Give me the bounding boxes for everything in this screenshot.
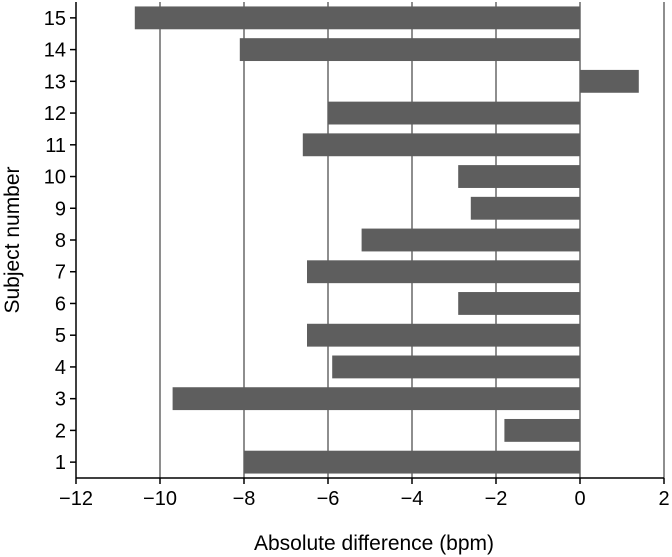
bar-subject-7 xyxy=(307,260,580,284)
x-tick-label-4: −4 xyxy=(401,488,424,510)
y-tick-label-8: 8 xyxy=(55,230,66,252)
x-tick-label-2: −8 xyxy=(233,488,256,510)
bar-subject-3 xyxy=(172,387,580,411)
y-tick-label-9: 9 xyxy=(55,198,66,220)
y-tick-label-6: 6 xyxy=(55,293,66,315)
y-tick-label-7: 7 xyxy=(55,262,66,284)
y-tick-label-3: 3 xyxy=(55,389,66,411)
bar-subject-11 xyxy=(302,133,580,157)
y-tick-label-13: 13 xyxy=(44,71,66,93)
y-tick-label-14: 14 xyxy=(44,40,66,62)
bar-subject-15 xyxy=(134,6,581,30)
bar-subject-4 xyxy=(332,355,580,379)
x-tick-labels: −12 −10 −8 −6 −4 −2 0 2 xyxy=(59,478,670,510)
bar-subject-1 xyxy=(244,450,580,474)
x-axis-label: Absolute difference (bpm) xyxy=(254,532,494,555)
y-tick-label-4: 4 xyxy=(55,357,66,379)
y-axis-label: Subject number xyxy=(1,166,24,313)
y-tick-label-2: 2 xyxy=(55,420,66,442)
x-tick-label-7: 2 xyxy=(658,488,669,510)
bar-subject-13 xyxy=(580,69,639,93)
bar-subject-14 xyxy=(239,38,581,62)
x-tick-label-5: −2 xyxy=(485,488,508,510)
bar-subject-6 xyxy=(458,292,580,315)
y-tick-label-5: 5 xyxy=(55,325,66,347)
y-tick-label-10: 10 xyxy=(44,167,66,189)
x-tick-label-6: 0 xyxy=(574,488,585,510)
bar-subject-10 xyxy=(458,165,580,188)
y-tick-label-15: 15 xyxy=(44,8,66,30)
bars xyxy=(134,6,639,474)
x-tick-label-0: −12 xyxy=(59,488,93,510)
x-tick-label-1: −10 xyxy=(143,488,177,510)
bar-subject-2 xyxy=(504,418,580,442)
bar-subject-9 xyxy=(470,196,580,220)
bar-subject-8 xyxy=(361,228,580,252)
bar-subject-5 xyxy=(307,323,580,347)
y-tick-label-11: 11 xyxy=(45,135,66,157)
y-tick-label-1: 1 xyxy=(55,452,66,474)
x-tick-label-3: −6 xyxy=(317,488,340,510)
bar-subject-12 xyxy=(328,101,580,125)
y-tick-label-12: 12 xyxy=(44,103,66,125)
